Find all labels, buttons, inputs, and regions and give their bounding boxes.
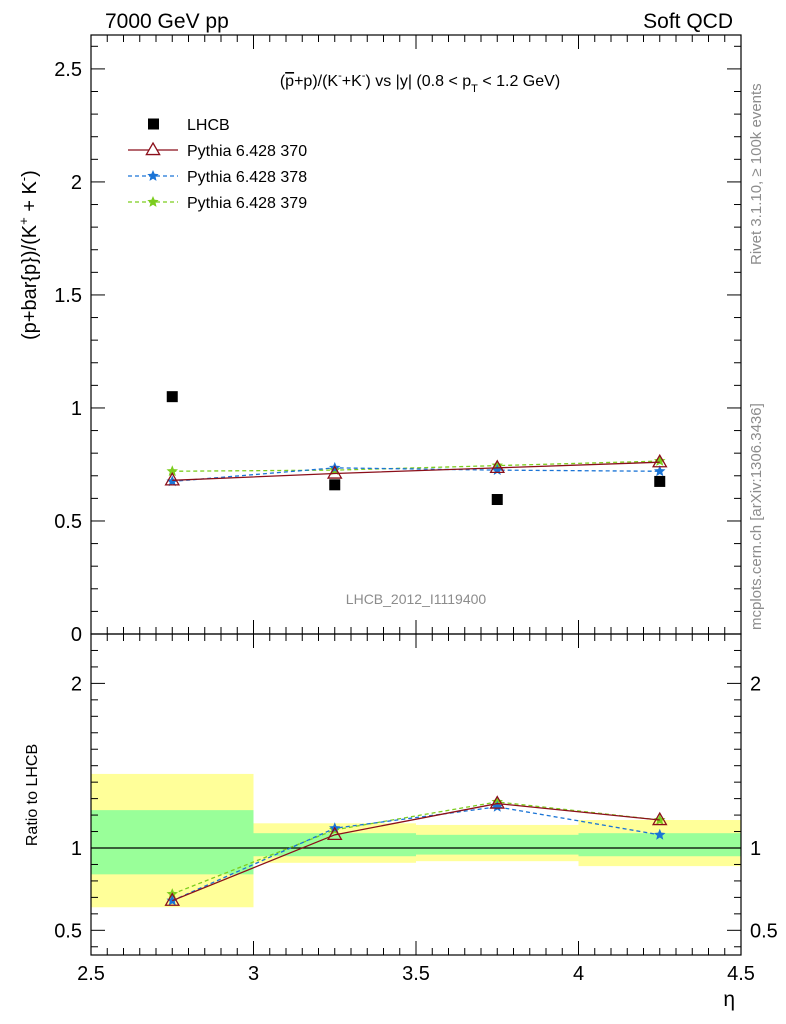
legend-marker-3: [147, 196, 159, 207]
legend-marker-2: [147, 170, 159, 181]
x-tick-label-2: 3.5: [402, 963, 430, 985]
main-370-point-2: [489, 459, 506, 474]
legend-label-1: Pythia 6.428 370: [187, 143, 307, 160]
legend: LHCB Pythia 6.428 370 Pythia 6.428 378 Pyth…: [128, 117, 307, 212]
main-y-tick-label-4: 2: [71, 172, 82, 194]
x-tick-label-4: 4.5: [727, 963, 755, 985]
ratio-370-point-3: [651, 811, 668, 826]
band-inner-2: [416, 834, 579, 855]
main-379-line: [172, 460, 660, 472]
main-370-line: [172, 461, 660, 481]
x-tick-label-3: 4: [573, 963, 584, 985]
main-378-point-0: [166, 475, 178, 487]
main-y-tick-label-1: 0.5: [54, 511, 82, 533]
ratio-378-line: [171, 806, 660, 902]
main-370-point-3: [651, 453, 668, 468]
ratio-370-point-1: [326, 826, 343, 841]
ratio-plot: [91, 795, 741, 906]
ratio-y-tick-label-2: 2: [71, 673, 82, 695]
legend-label-0: LHCB: [187, 117, 230, 134]
ratio-370-line: [172, 802, 660, 902]
band-inner-1: [253, 833, 416, 857]
ratio-bands: [91, 773, 741, 908]
main-378-point-2: [491, 464, 503, 475]
axes: 2.5 3 3.5 4 4.5 0 0.5 1 1.5 2 2.5 0.5 0.5 1 1 2 2: [54, 34, 778, 985]
main-title: (p+p)/(K-+K-) vs |y| (0.8 < pT < 1.2 GeV…: [280, 70, 560, 95]
legend-marker-lhcb: [148, 118, 159, 130]
main-370-point-0: [164, 471, 181, 486]
ratio-y-tick-label-right-0: 0.5: [750, 920, 778, 942]
ratio-y-tick-label-right-1: 1: [750, 838, 761, 860]
main-y-tick-label-2: 1: [71, 398, 82, 420]
main-y-tick-label-3: 1.5: [54, 285, 82, 307]
main-y-tick-label-5: 2.5: [54, 59, 82, 81]
x-tick-label-0: 2.5: [77, 963, 105, 985]
analysis-watermark: LHCB_2012_I1119400: [346, 591, 487, 607]
main-y-tick-label-0: 0: [71, 624, 82, 646]
band-inner-3: [578, 833, 741, 857]
x-axis-label: η: [723, 988, 735, 1011]
legend-label-3: Pythia 6.428 379: [187, 195, 307, 212]
header-left: 7000 GeV pp: [105, 10, 229, 33]
lhcb-point-3: [654, 475, 666, 487]
band-inner-0: [91, 810, 254, 875]
lhcb-point-2: [491, 494, 503, 506]
main-379-point-0: [166, 465, 178, 477]
ratio-y-tick-label-right-2: 2: [750, 673, 761, 695]
main-379-point-3: [654, 455, 666, 466]
ratio-379-line: [172, 801, 660, 895]
ratio-y-tick-label-0: 0.5: [54, 920, 82, 942]
ratio-370-point-0: [164, 892, 181, 906]
ratio-370-point-2: [489, 795, 506, 809]
main-ylabel: (p+bar{p})/(K+ + K-): [16, 170, 41, 340]
main-378-line: [172, 467, 660, 483]
mcplots-label: mcplots.cern.ch [arXiv:1306.3436]: [748, 403, 765, 630]
main-plot: [164, 391, 668, 506]
ratio-y-tick-label-1: 1: [71, 838, 82, 860]
legend-marker-1: [145, 141, 161, 156]
ratio-378-point-2: [491, 800, 503, 812]
ratio-ylabel: Ratio to LHCB: [24, 744, 41, 846]
main-378-point-3: [654, 465, 666, 477]
legend-label-2: Pythia 6.428 378: [187, 169, 307, 186]
main-370-point-1: [326, 465, 343, 479]
rivet-label: Rivet 3.1.10, ≥ 100k events: [748, 83, 765, 265]
x-tick-label-1: 3: [248, 963, 259, 985]
lhcb-point-0: [166, 391, 178, 403]
header-right: Soft QCD: [643, 10, 733, 33]
lhcb-point-1: [329, 479, 341, 491]
ratio-378-point-3: [654, 828, 666, 840]
